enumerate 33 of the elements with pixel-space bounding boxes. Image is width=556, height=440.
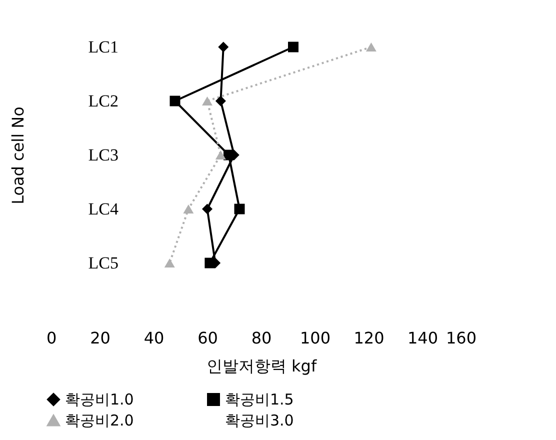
y-tick-label: LC5: [88, 254, 118, 272]
x-tick-label: 80: [251, 328, 272, 348]
legend-label: 확공비1.0: [65, 390, 134, 409]
point: [183, 204, 194, 214]
text: 확공비3.0: [225, 412, 294, 430]
point: [224, 150, 234, 160]
point: [202, 96, 212, 106]
x-tick-label: 120: [354, 328, 384, 348]
y-tick-label: LC3: [88, 146, 118, 164]
y-axis-title: Load cell No: [8, 106, 28, 204]
point: [170, 96, 180, 106]
y-tick-label: LC2: [88, 92, 118, 110]
point: [215, 150, 226, 160]
x-tick-label: 160: [446, 328, 476, 348]
point: [234, 204, 245, 214]
legend-label: 확공비1.5: [225, 390, 294, 409]
point: [366, 42, 376, 52]
point: [202, 204, 212, 214]
point: [215, 96, 226, 106]
x-axis-title: 인발저항력 kgf: [206, 356, 317, 376]
x-tick-label: 140: [407, 328, 438, 348]
x-tick-label: 0: [46, 328, 57, 348]
x-tick-label: 20: [90, 328, 110, 348]
x-tick-label: 100: [300, 328, 331, 348]
legend-label: 확공비2.0: [65, 412, 134, 430]
point: [164, 258, 175, 268]
point: [218, 42, 229, 52]
x-tick-label: 40: [144, 328, 164, 348]
point: [204, 258, 216, 268]
y-tick-label: LC4: [88, 200, 119, 218]
point: [288, 42, 298, 52]
x-tick-label: 60: [198, 328, 218, 348]
y-tick-label: LC1: [88, 38, 118, 56]
